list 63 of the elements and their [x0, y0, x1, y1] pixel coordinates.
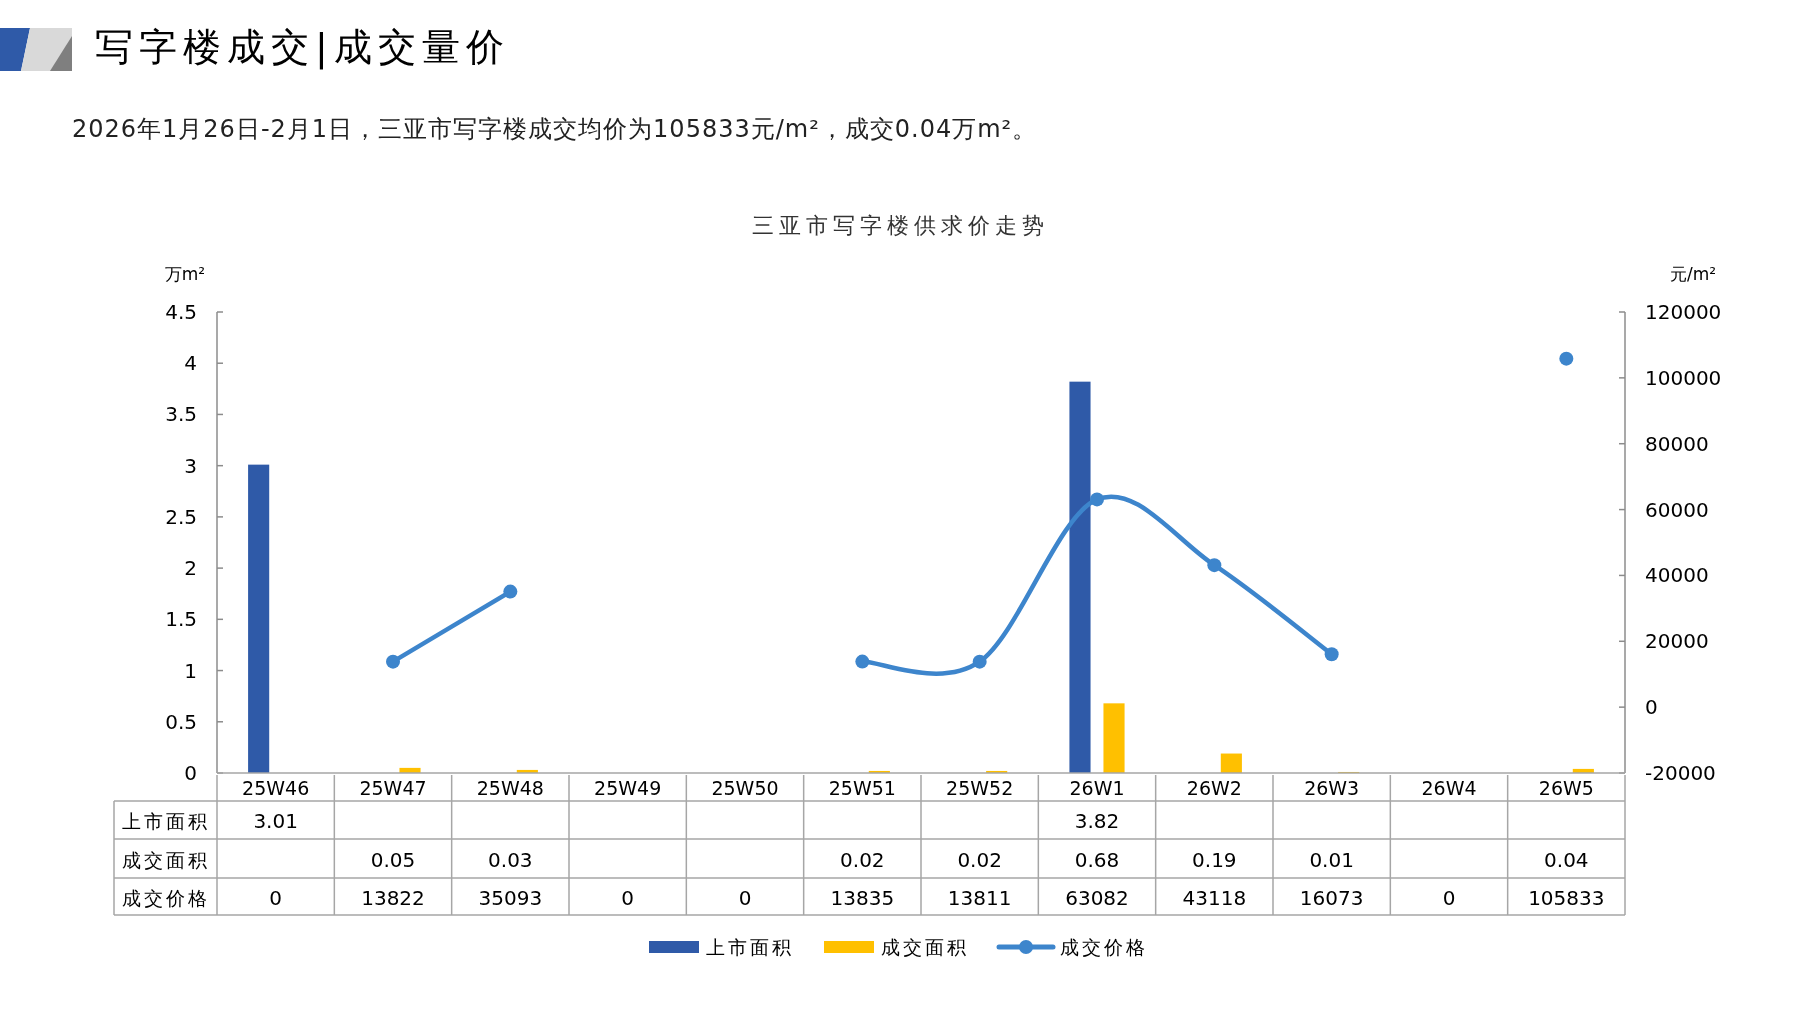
- y2-tick-label: 60000: [1645, 497, 1709, 522]
- value-label: 63082: [1065, 885, 1129, 910]
- category: 26W1: [1069, 777, 1125, 799]
- category: 26W2: [1186, 777, 1242, 799]
- y-tick-label: 2.5: [165, 504, 197, 529]
- legend-label: 成交面积: [881, 936, 969, 958]
- value-label: 0.04: [1544, 847, 1589, 872]
- value-label: 43118: [1182, 885, 1247, 910]
- value-label: 0.19: [1192, 847, 1237, 872]
- value-label: 3.01: [253, 809, 298, 833]
- ylabel: 万m²: [164, 264, 205, 284]
- annotation: 三亚市写字楼供求价走势: [751, 212, 1049, 238]
- y-tick-label: 0: [184, 761, 197, 785]
- y-tick-label: 4: [184, 351, 197, 376]
- value-label: 0: [1442, 885, 1456, 910]
- category: 25W47: [359, 777, 427, 799]
- value-label: 0: [621, 885, 635, 910]
- category: 26W4: [1421, 777, 1477, 799]
- y-tick-label: 2: [184, 556, 197, 581]
- value-label: 0.05: [370, 847, 416, 872]
- y2-tick-label: 80000: [1645, 431, 1709, 456]
- value-label: 0.02: [840, 847, 885, 872]
- value-label: 0: [738, 885, 752, 910]
- value-label: 13835: [830, 885, 895, 910]
- y-tick-label: 3: [184, 453, 197, 478]
- category: 25W51: [828, 777, 896, 799]
- value-label: 16073: [1299, 885, 1364, 910]
- category: 26W3: [1304, 777, 1360, 799]
- y2-tick-label: 100000: [1645, 365, 1722, 390]
- legend-label: 上市面积: [706, 936, 794, 958]
- value-label: 35093: [478, 885, 543, 910]
- row-header: 成交面积: [121, 848, 210, 871]
- y-tick-label: 0.5: [165, 709, 197, 734]
- y2-tick-label: 0: [1645, 695, 1658, 720]
- y-tick-label: 3.5: [165, 402, 197, 427]
- value-label: 0.03: [488, 847, 533, 872]
- category: 25W52: [946, 777, 1014, 799]
- value-label: 0: [269, 885, 283, 910]
- y2-tick-label: 120000: [1645, 300, 1722, 324]
- legend-label: 成交价格: [1060, 936, 1148, 958]
- value-label: 0.01: [1309, 847, 1354, 872]
- y2label: 元/m²: [1669, 264, 1717, 284]
- category: 25W49: [594, 777, 662, 799]
- value-label: 105833: [1528, 885, 1605, 910]
- category: 25W50: [711, 777, 779, 799]
- value-label: 3.82: [1074, 809, 1120, 833]
- y-tick-label: 1: [184, 658, 197, 683]
- category: 26W5: [1538, 777, 1594, 799]
- y-tick-label: 4.5: [165, 300, 197, 324]
- y2-tick-label: 40000: [1645, 563, 1709, 588]
- value-label: 13811: [947, 885, 1012, 910]
- row-header: 成交价格: [121, 886, 210, 909]
- y-tick-label: 1.5: [165, 607, 197, 632]
- category: 25W46: [242, 777, 310, 799]
- title: 写字楼成交|成交量价: [95, 25, 510, 69]
- value-label: 0.68: [1074, 847, 1120, 872]
- y2-tick-label: 20000: [1645, 629, 1709, 654]
- y2-tick-label: -20000: [1645, 761, 1716, 785]
- subtitle: 2026年1月26日-2月1日，三亚市写字楼成交均价为105833元/m²，成交0.04万m²。: [72, 115, 1038, 143]
- row-header: 上市面积: [121, 810, 210, 832]
- category: 25W48: [476, 777, 544, 799]
- value-label: 13822: [361, 885, 425, 910]
- value-label: 0.02: [957, 847, 1002, 872]
